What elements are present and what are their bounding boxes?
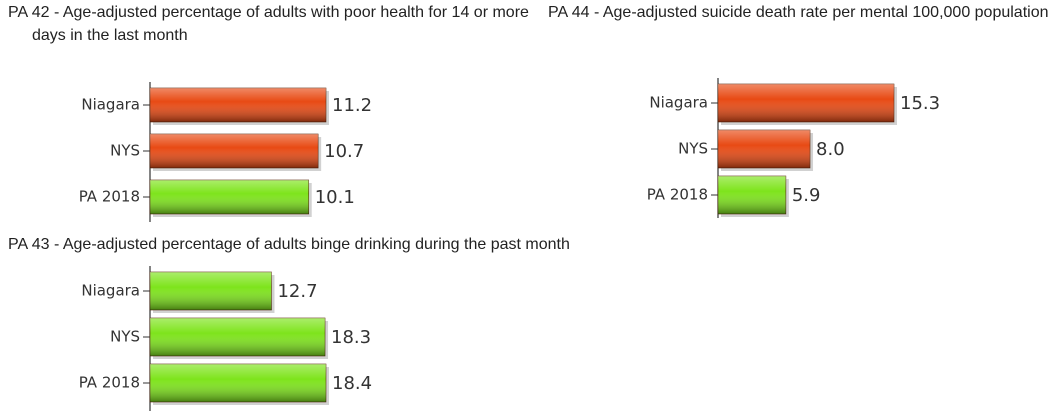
value-label: 18.4 <box>332 373 372 394</box>
value-label: 15.3 <box>900 93 940 114</box>
category-label: NYS <box>110 142 140 160</box>
value-label: 10.1 <box>315 187 355 208</box>
bar-shade <box>150 272 272 310</box>
bar-shade <box>150 88 326 122</box>
bar-shade <box>718 130 811 168</box>
chart-title: PA 44 - Age-adjusted suicide death rate … <box>548 4 1049 21</box>
category-label: Niagara <box>649 94 708 112</box>
category-label: NYS <box>110 328 140 346</box>
bar-shade <box>718 84 894 122</box>
value-label: 10.7 <box>324 141 364 162</box>
bar-shade <box>150 364 326 402</box>
bar-shade <box>150 318 326 356</box>
category-label: NYS <box>678 140 708 158</box>
bar-shade <box>718 176 786 214</box>
category-label: PA 2018 <box>647 186 708 204</box>
chart-title: PA 42 - Age-adjusted percentage of adult… <box>8 4 529 44</box>
category-label: PA 2018 <box>79 188 140 206</box>
bar-shade <box>150 134 319 168</box>
value-label: 8.0 <box>816 139 845 160</box>
category-label: Niagara <box>81 96 140 114</box>
value-label: 11.2 <box>332 95 372 116</box>
chart-title: PA 43 - Age-adjusted percentage of adult… <box>8 236 570 253</box>
bar-shade <box>150 180 309 214</box>
category-label: Niagara <box>81 282 140 300</box>
value-label: 5.9 <box>792 185 821 206</box>
value-label: 18.3 <box>331 327 371 348</box>
category-label: PA 2018 <box>79 374 140 392</box>
value-label: 12.7 <box>277 281 317 302</box>
